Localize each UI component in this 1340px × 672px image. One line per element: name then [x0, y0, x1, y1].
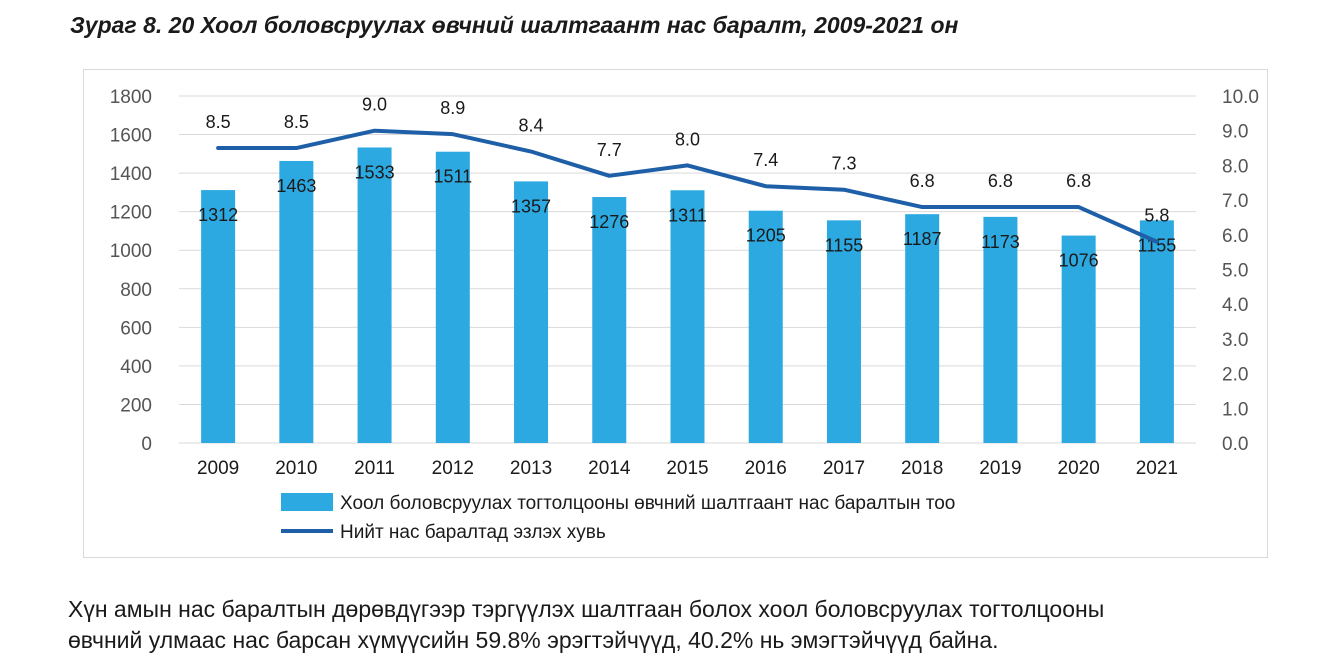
y-right-tick-label: 9.0 — [1222, 122, 1248, 143]
x-tick-label: 2010 — [275, 458, 317, 479]
bar-2016 — [748, 210, 783, 443]
bar-label: 1533 — [355, 162, 395, 182]
y-right-tick-label: 8.0 — [1222, 156, 1248, 177]
y-left-tick-label: 0 — [141, 434, 152, 455]
x-tick-label: 2015 — [666, 458, 708, 479]
bar-label: 1076 — [1059, 251, 1099, 271]
y-left-tick-label: 1800 — [110, 87, 152, 108]
line-series — [216, 128, 1159, 244]
bar-2018 — [905, 214, 940, 443]
y-right-tick-label: 7.0 — [1222, 191, 1248, 212]
line-point-label: 8.0 — [675, 129, 700, 149]
bar-label: 1155 — [825, 235, 864, 255]
x-tick-label: 2013 — [510, 458, 552, 479]
x-tick-label: 2019 — [979, 458, 1021, 479]
bar-2019 — [983, 216, 1018, 443]
caption-line-1: Хүн амын нас баралтын дөрөвдүгээр тэргүү… — [68, 596, 1105, 622]
legend-line-label: Нийт нас баралтад эзлэх хувь — [340, 522, 606, 543]
legend: Хоол боловсруулах тогтолцооны өвчний шал… — [281, 493, 955, 543]
bar-2012 — [435, 151, 470, 443]
bar-label: 1511 — [433, 167, 472, 187]
x-tick-label: 2018 — [901, 458, 943, 479]
bar-data-labels: 1312 1463 1533 1511 1357 1276 1311 1205 1155 1187… — [198, 162, 1176, 270]
y-left-tick-label: 800 — [120, 280, 152, 301]
line-point-label: 7.4 — [753, 150, 778, 170]
bar-label: 1312 — [198, 205, 238, 225]
y-right-tick-label: 3.0 — [1222, 330, 1248, 351]
line-percent-share — [216, 128, 1159, 244]
bar-label: 1311 — [668, 205, 707, 225]
bar-2011 — [357, 147, 392, 443]
line-point-label: 6.8 — [988, 171, 1013, 191]
line-point-label: 8.5 — [206, 112, 231, 132]
combo-chart: 0 200 400 600 800 1000 1200 1400 1600 1800 0.0 1.0… — [110, 87, 1259, 543]
bar-label: 1357 — [511, 196, 551, 216]
y-left-tick-label: 400 — [120, 357, 152, 378]
line-point-label: 8.5 — [284, 112, 309, 132]
line-point-label: 6.8 — [1066, 171, 1091, 191]
line-point-label: 6.8 — [910, 171, 935, 191]
left-y-axis: 0 200 400 600 800 1000 1200 1400 1600 1800 — [110, 87, 152, 455]
line-point-label: 8.9 — [440, 98, 465, 118]
y-right-tick-label: 2.0 — [1222, 365, 1248, 386]
x-tick-label: 2009 — [197, 458, 239, 479]
caption-line-2: өвчний улмаас нас барсан хүмүүсийн 59.8%… — [68, 627, 999, 653]
bar-label: 1276 — [589, 212, 629, 232]
x-tick-label: 2012 — [432, 458, 474, 479]
bar-label: 1173 — [981, 232, 1020, 252]
y-right-tick-label: 6.0 — [1222, 226, 1248, 247]
legend-bar-label: Хоол боловсруулах тогтолцооны өвчний шал… — [340, 493, 955, 514]
y-left-tick-label: 200 — [120, 395, 152, 416]
y-right-tick-label: 4.0 — [1222, 295, 1248, 316]
y-right-tick-label: 0.0 — [1222, 434, 1248, 455]
bar-2014 — [592, 197, 627, 443]
bar-2017 — [826, 220, 861, 443]
bar-label: 1463 — [276, 176, 316, 196]
line-point-label: 7.3 — [831, 154, 856, 174]
x-tick-label: 2014 — [588, 458, 631, 479]
figure-title: Зураг 8. 20 Хоол боловсруулах өвчний шал… — [70, 12, 959, 38]
bar-2020 — [1061, 235, 1096, 443]
y-left-tick-label: 1600 — [110, 126, 152, 147]
bar-2021 — [1139, 220, 1174, 443]
bar-2015 — [670, 190, 705, 443]
line-point-label: 5.8 — [1144, 206, 1169, 226]
x-tick-label: 2021 — [1136, 458, 1178, 479]
chart-frame: 0 200 400 600 800 1000 1200 1400 1600 1800 0.0 1.0… — [83, 69, 1268, 558]
line-data-labels: 8.5 8.5 9.0 8.9 8.4 7.7 8.0 7.4 7.3 6.8 6.8 6.8 5.8 — [206, 95, 1170, 226]
x-tick-label: 2020 — [1058, 458, 1100, 479]
y-left-tick-label: 1200 — [110, 203, 152, 224]
bar-label: 1205 — [746, 226, 786, 246]
bar-label: 1155 — [1138, 235, 1177, 255]
y-left-tick-label: 1000 — [110, 241, 152, 262]
y-left-tick-label: 1400 — [110, 164, 152, 185]
caption-paragraph: Хүн амын нас баралтын дөрөвдүгээр тэргүү… — [68, 594, 1308, 656]
x-tick-label: 2017 — [823, 458, 865, 479]
line-point-label: 9.0 — [362, 95, 387, 115]
line-point-label: 8.4 — [519, 116, 544, 136]
bar-2009 — [201, 190, 236, 443]
bar-label: 1187 — [903, 229, 942, 249]
x-tick-label: 2016 — [745, 458, 787, 479]
y-right-tick-label: 5.0 — [1222, 261, 1248, 282]
y-right-tick-label: 1.0 — [1222, 399, 1248, 420]
right-y-axis: 0.0 1.0 2.0 3.0 4.0 5.0 6.0 7.0 8.0 9.0 10.0 — [1222, 87, 1259, 455]
x-tick-label: 2011 — [354, 458, 395, 479]
y-right-tick-label: 10.0 — [1222, 87, 1259, 108]
bar-2010 — [279, 160, 314, 443]
bar-2013 — [514, 181, 549, 443]
legend-bar-swatch — [281, 493, 333, 511]
bar-series — [201, 147, 1174, 443]
y-left-tick-label: 600 — [120, 318, 152, 339]
line-point-label: 7.7 — [597, 140, 622, 160]
x-axis: 2009 2010 2011 2012 2013 2014 2015 2016 2017 2018… — [197, 458, 1178, 479]
